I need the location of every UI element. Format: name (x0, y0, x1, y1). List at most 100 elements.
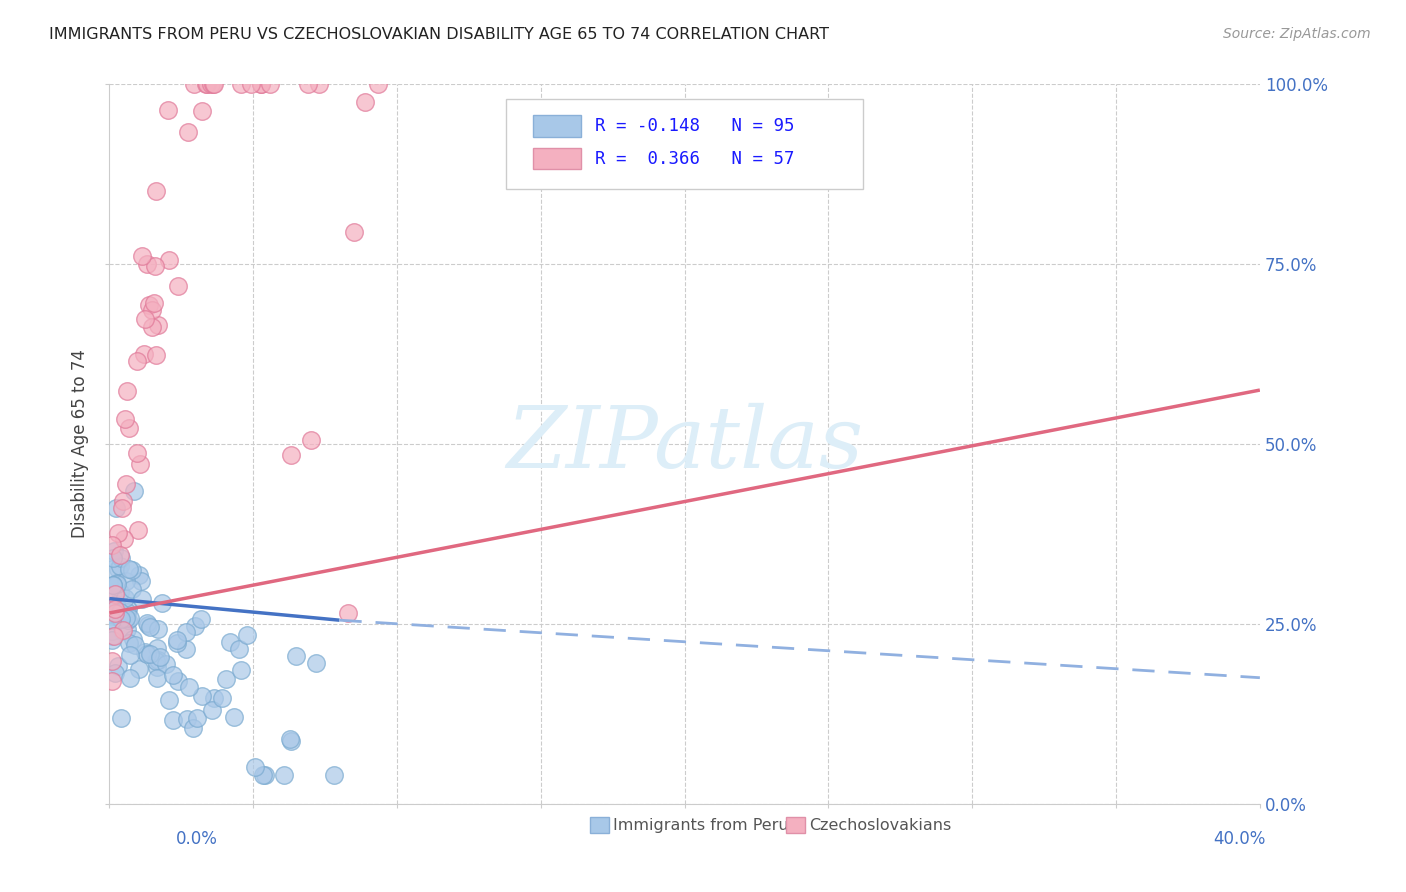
Text: 40.0%: 40.0% (1213, 830, 1265, 847)
Point (195, 78, 218, 92)
Point (115, 610, 138, 624)
Point (128, 458, 150, 472)
Point (129, 574, 152, 588)
Point (184, 619, 207, 633)
Point (343, 225, 366, 239)
Point (114, 412, 136, 426)
Point (201, 703, 224, 717)
Point (134, 645, 156, 659)
Point (101, 609, 124, 624)
Point (108, 585, 131, 599)
Point (183, 78, 205, 92)
Point (297, 78, 319, 92)
Point (131, 249, 153, 263)
Point (127, 524, 149, 538)
Text: 0.0%: 0.0% (176, 830, 218, 847)
Point (157, 252, 180, 267)
Point (231, 663, 253, 677)
Point (122, 632, 145, 646)
Point (162, 714, 184, 728)
Y-axis label: Disability Age 65 to 74: Disability Age 65 to 74 (72, 350, 89, 539)
Point (143, 295, 166, 310)
Point (337, 606, 360, 620)
Point (125, 354, 148, 368)
Point (136, 647, 159, 661)
Point (191, 689, 214, 703)
Point (186, 711, 208, 725)
Point (110, 550, 132, 565)
Bar (533, 115, 581, 137)
Point (219, 634, 242, 648)
Point (101, 562, 124, 576)
Point (308, 78, 330, 92)
Point (108, 548, 131, 562)
Point (101, 673, 124, 688)
Point (215, 673, 238, 687)
Point (124, 638, 146, 652)
Point (134, 312, 156, 326)
Point (121, 562, 143, 576)
Point (111, 624, 134, 638)
Point (228, 642, 250, 657)
Point (118, 421, 141, 435)
Point (299, 434, 322, 448)
Point (167, 278, 190, 293)
Point (108, 605, 131, 619)
Point (114, 591, 136, 605)
Point (118, 648, 141, 663)
Point (190, 612, 212, 626)
Point (150, 596, 173, 610)
Point (201, 78, 224, 92)
Point (107, 562, 129, 576)
Point (101, 551, 124, 566)
Point (105, 575, 128, 590)
Point (115, 384, 138, 399)
Point (101, 629, 124, 643)
Point (145, 654, 167, 668)
Point (200, 78, 222, 92)
Point (101, 613, 124, 627)
Point (104, 606, 127, 620)
Point (112, 532, 135, 546)
Point (141, 303, 163, 318)
Point (145, 184, 167, 198)
Point (104, 666, 127, 681)
Point (103, 629, 125, 643)
Point (194, 78, 217, 92)
Point (162, 668, 184, 682)
Point (117, 602, 139, 616)
Text: Immigrants from Peru: Immigrants from Peru (613, 818, 789, 832)
Point (105, 598, 128, 612)
Text: Czechoslovakians: Czechoslovakians (808, 818, 950, 832)
Point (115, 477, 138, 491)
Point (107, 659, 129, 673)
Point (112, 623, 135, 637)
Point (174, 641, 197, 656)
Point (138, 298, 160, 312)
Point (118, 611, 141, 625)
Point (177, 681, 200, 695)
Point (157, 693, 180, 707)
Point (145, 671, 167, 685)
Point (105, 576, 128, 591)
Point (117, 622, 139, 636)
FancyBboxPatch shape (506, 99, 863, 189)
Point (131, 592, 153, 607)
Point (149, 650, 172, 665)
Point (280, 448, 302, 462)
Point (259, 78, 281, 92)
Point (146, 622, 169, 636)
Point (118, 562, 141, 576)
Point (115, 605, 138, 619)
Point (118, 636, 141, 650)
Point (191, 104, 214, 119)
Point (250, 78, 273, 92)
Point (240, 78, 263, 92)
Point (166, 636, 188, 650)
Point (141, 320, 163, 334)
Point (166, 673, 188, 688)
Point (166, 633, 188, 648)
Point (211, 690, 233, 705)
Text: IMMIGRANTS FROM PERU VS CZECHOSLOVAKIAN DISABILITY AGE 65 TO 74 CORRELATION CHAR: IMMIGRANTS FROM PERU VS CZECHOSLOVAKIAN … (49, 27, 830, 42)
Point (108, 611, 131, 625)
